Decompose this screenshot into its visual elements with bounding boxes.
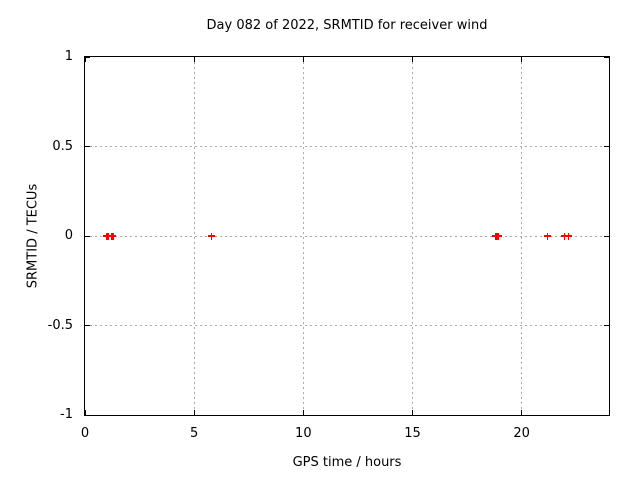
data-point-marker xyxy=(109,232,117,240)
x-tick-top-0 xyxy=(84,57,86,62)
x-tick-bottom-20 xyxy=(521,410,523,415)
gridline-y-0 xyxy=(85,235,609,237)
y-tick-label-0.5: 0.5 xyxy=(52,138,73,154)
x-axis-label: GPS time / hours xyxy=(292,455,402,470)
data-point-marker xyxy=(543,232,551,240)
data-point-marker xyxy=(207,232,215,240)
data-point-marker xyxy=(560,232,568,240)
x-tick-label-5: 5 xyxy=(190,426,199,441)
x-tick-label-10: 10 xyxy=(295,426,312,441)
y-tick-right-0.5 xyxy=(604,146,609,147)
x-tick-bottom-5 xyxy=(193,410,195,415)
chart-title: Day 082 of 2022, SRMTID for receiver win… xyxy=(206,18,488,33)
y-tick-right-0 xyxy=(604,235,609,237)
x-tick-bottom-0 xyxy=(84,410,86,415)
y-tick-left--0.5 xyxy=(85,325,90,326)
data-point-marker xyxy=(495,232,503,240)
gridline-y-0.5 xyxy=(85,146,609,147)
y-tick-label-0: 0 xyxy=(64,228,73,243)
plus-icon xyxy=(563,232,566,240)
data-point-marker xyxy=(564,232,572,240)
y-tick-left-0 xyxy=(85,235,90,237)
y-tick-right--1 xyxy=(604,414,609,416)
plus-icon xyxy=(210,232,213,240)
x-tick-label-0: 0 xyxy=(80,426,90,441)
y-tick-right--0.5 xyxy=(604,325,609,326)
plus-icon xyxy=(567,232,570,240)
plus-icon xyxy=(497,232,500,240)
y-tick-label--1: -1 xyxy=(60,407,73,422)
plus-icon xyxy=(107,232,109,240)
y-tick-left-1 xyxy=(85,56,90,58)
plus-icon xyxy=(112,232,114,240)
y-tick-left--1 xyxy=(85,414,90,416)
x-tick-top-15 xyxy=(412,57,413,62)
x-tick-top-10 xyxy=(302,57,304,62)
y-tick-label-1: 1 xyxy=(64,49,73,64)
x-tick-bottom-10 xyxy=(302,410,304,415)
plot-area xyxy=(84,56,610,416)
x-tick-top-20 xyxy=(521,57,523,62)
x-tick-label-15: 15 xyxy=(404,426,421,441)
gridline-y--0.5 xyxy=(85,325,609,326)
data-point-marker xyxy=(104,232,112,240)
x-tick-bottom-15 xyxy=(412,410,413,415)
y-tick-right-1 xyxy=(604,56,609,58)
plus-icon xyxy=(546,232,549,240)
y-tick-label--0.5: -0.5 xyxy=(47,317,73,333)
x-tick-label-20: 20 xyxy=(513,426,530,441)
x-tick-top-5 xyxy=(193,57,195,62)
y-tick-left-0.5 xyxy=(85,146,90,147)
